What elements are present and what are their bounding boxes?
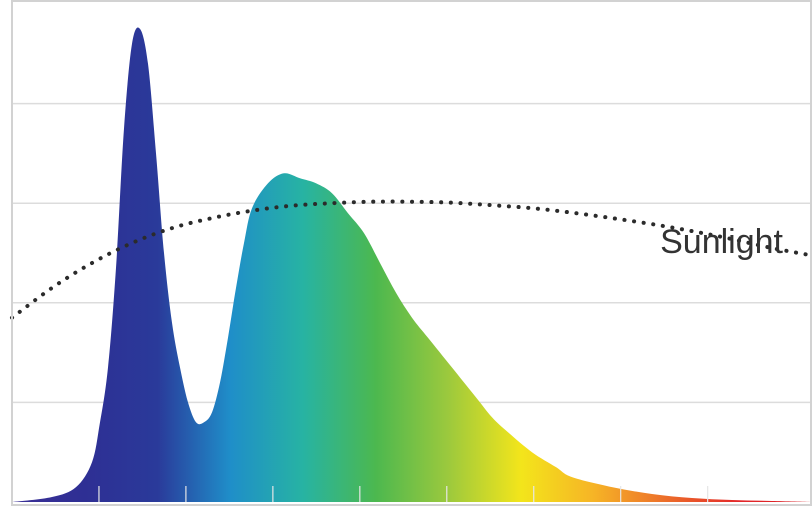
sunlight-layer — [10, 199, 812, 320]
plot-frame — [11, 0, 812, 506]
x-axis-ticks — [98, 486, 709, 502]
sunlight-curve — [10, 199, 812, 320]
led-spectrum-layer — [12, 27, 812, 502]
sunlight-annotation: Sunlight — [660, 223, 783, 261]
led-spectrum-area — [12, 27, 812, 502]
